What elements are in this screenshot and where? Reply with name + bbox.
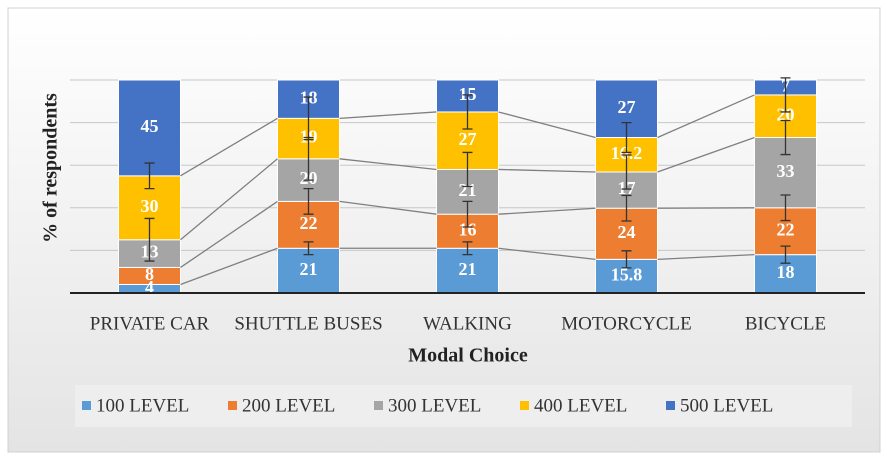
x-tick-label: BICYCLE [745, 313, 826, 334]
legend-swatch [82, 401, 91, 410]
value-label: 30 [141, 196, 159, 216]
value-label: 27 [459, 129, 477, 149]
x-tick-label: PRIVATE CAR [90, 313, 210, 334]
value-label: 45 [141, 116, 159, 136]
legend-label: 500 LEVEL [680, 395, 773, 416]
x-tick-label: WALKING [423, 313, 512, 334]
legend-label: 400 LEVEL [534, 395, 627, 416]
x-axis-title: Modal Choice [408, 345, 528, 367]
value-label: 27 [618, 97, 636, 117]
legend-label: 100 LEVEL [96, 395, 189, 416]
value-label: 33 [777, 161, 795, 181]
value-label: 24 [618, 222, 636, 242]
x-tick-label: MOTORCYCLE [561, 313, 692, 334]
value-label: 22 [300, 213, 318, 233]
legend-label: 200 LEVEL [242, 395, 335, 416]
value-label: 22 [777, 219, 795, 239]
y-axis-title: % of respondents [40, 93, 62, 243]
legend-swatch [520, 401, 529, 410]
legend-swatch [374, 401, 383, 410]
legend-swatch [666, 401, 675, 410]
value-label: 21 [300, 259, 318, 279]
value-label: 21 [459, 259, 477, 279]
legend-swatch [228, 401, 237, 410]
legend-label: 300 LEVEL [388, 395, 481, 416]
value-label: 8 [145, 264, 154, 284]
value-label: 18 [777, 262, 795, 282]
x-tick-label: SHUTTLE BUSES [234, 313, 382, 334]
